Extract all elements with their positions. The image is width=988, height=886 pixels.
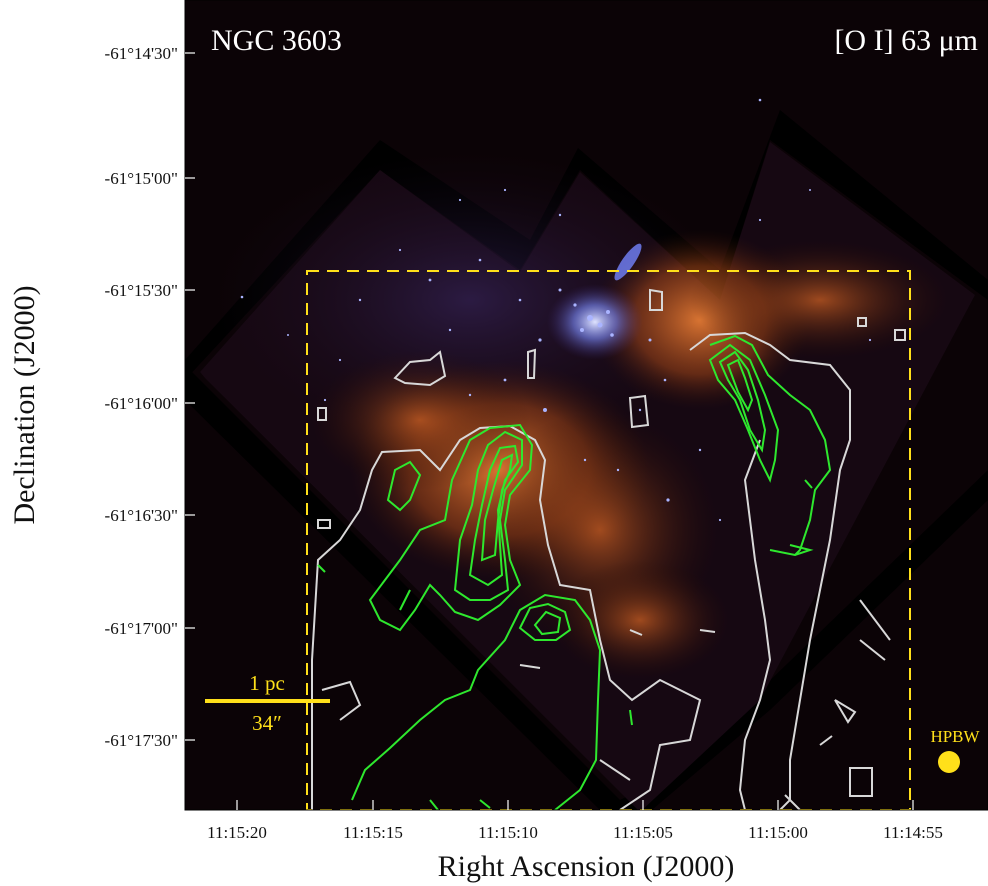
beam-label: HPBW — [930, 727, 980, 746]
y-tick-label: -61°17'30" — [105, 731, 178, 750]
beam-circle — [938, 751, 960, 773]
x-tick-label: 11:14:55 — [883, 823, 943, 842]
scale-bar-top-label: 1 pc — [249, 671, 285, 695]
y-tick-label: -61°16'30" — [105, 506, 178, 525]
y-tick-labels: -61°14'30" -61°15'00" -61°15'30" -61°16'… — [105, 44, 178, 750]
x-tick-labels: 11:15:20 11:15:15 11:15:10 11:15:05 11:1… — [207, 823, 943, 842]
line-title: [O I] 63 μm — [834, 24, 978, 57]
tick-marks — [185, 52, 914, 810]
y-tick-label: -61°15'00" — [105, 169, 178, 188]
white-contours — [311, 288, 906, 810]
beam-indicator: HPBW — [930, 727, 981, 773]
scale-bar-bottom-label: 34″ — [252, 711, 282, 735]
x-tick-label: 11:15:10 — [478, 823, 538, 842]
x-tick-label: 11:15:20 — [207, 823, 267, 842]
y-tick-label: -61°14'30" — [105, 44, 178, 63]
y-tick-label: -61°16'00" — [105, 394, 178, 413]
y-tick-label: -61°15'30" — [105, 281, 178, 300]
stars — [240, 98, 872, 522]
y-tick-label: -61°17'00" — [105, 619, 178, 638]
plot-frame — [184, 0, 988, 811]
x-tick-label: 11:15:00 — [748, 823, 808, 842]
scale-bar: 1 pc 34″ — [205, 671, 330, 735]
green-contours — [317, 334, 832, 810]
y-axis-title: Declination (J2000) — [8, 285, 41, 524]
x-axis-title: Right Ascension (J2000) — [438, 850, 735, 883]
observed-field-box — [306, 270, 911, 810]
object-title: NGC 3603 — [211, 24, 342, 57]
nebula-image — [200, 98, 975, 810]
x-tick-label: 11:15:15 — [343, 823, 403, 842]
map-coverage-border — [185, 110, 988, 810]
x-tick-label: 11:15:05 — [613, 823, 673, 842]
